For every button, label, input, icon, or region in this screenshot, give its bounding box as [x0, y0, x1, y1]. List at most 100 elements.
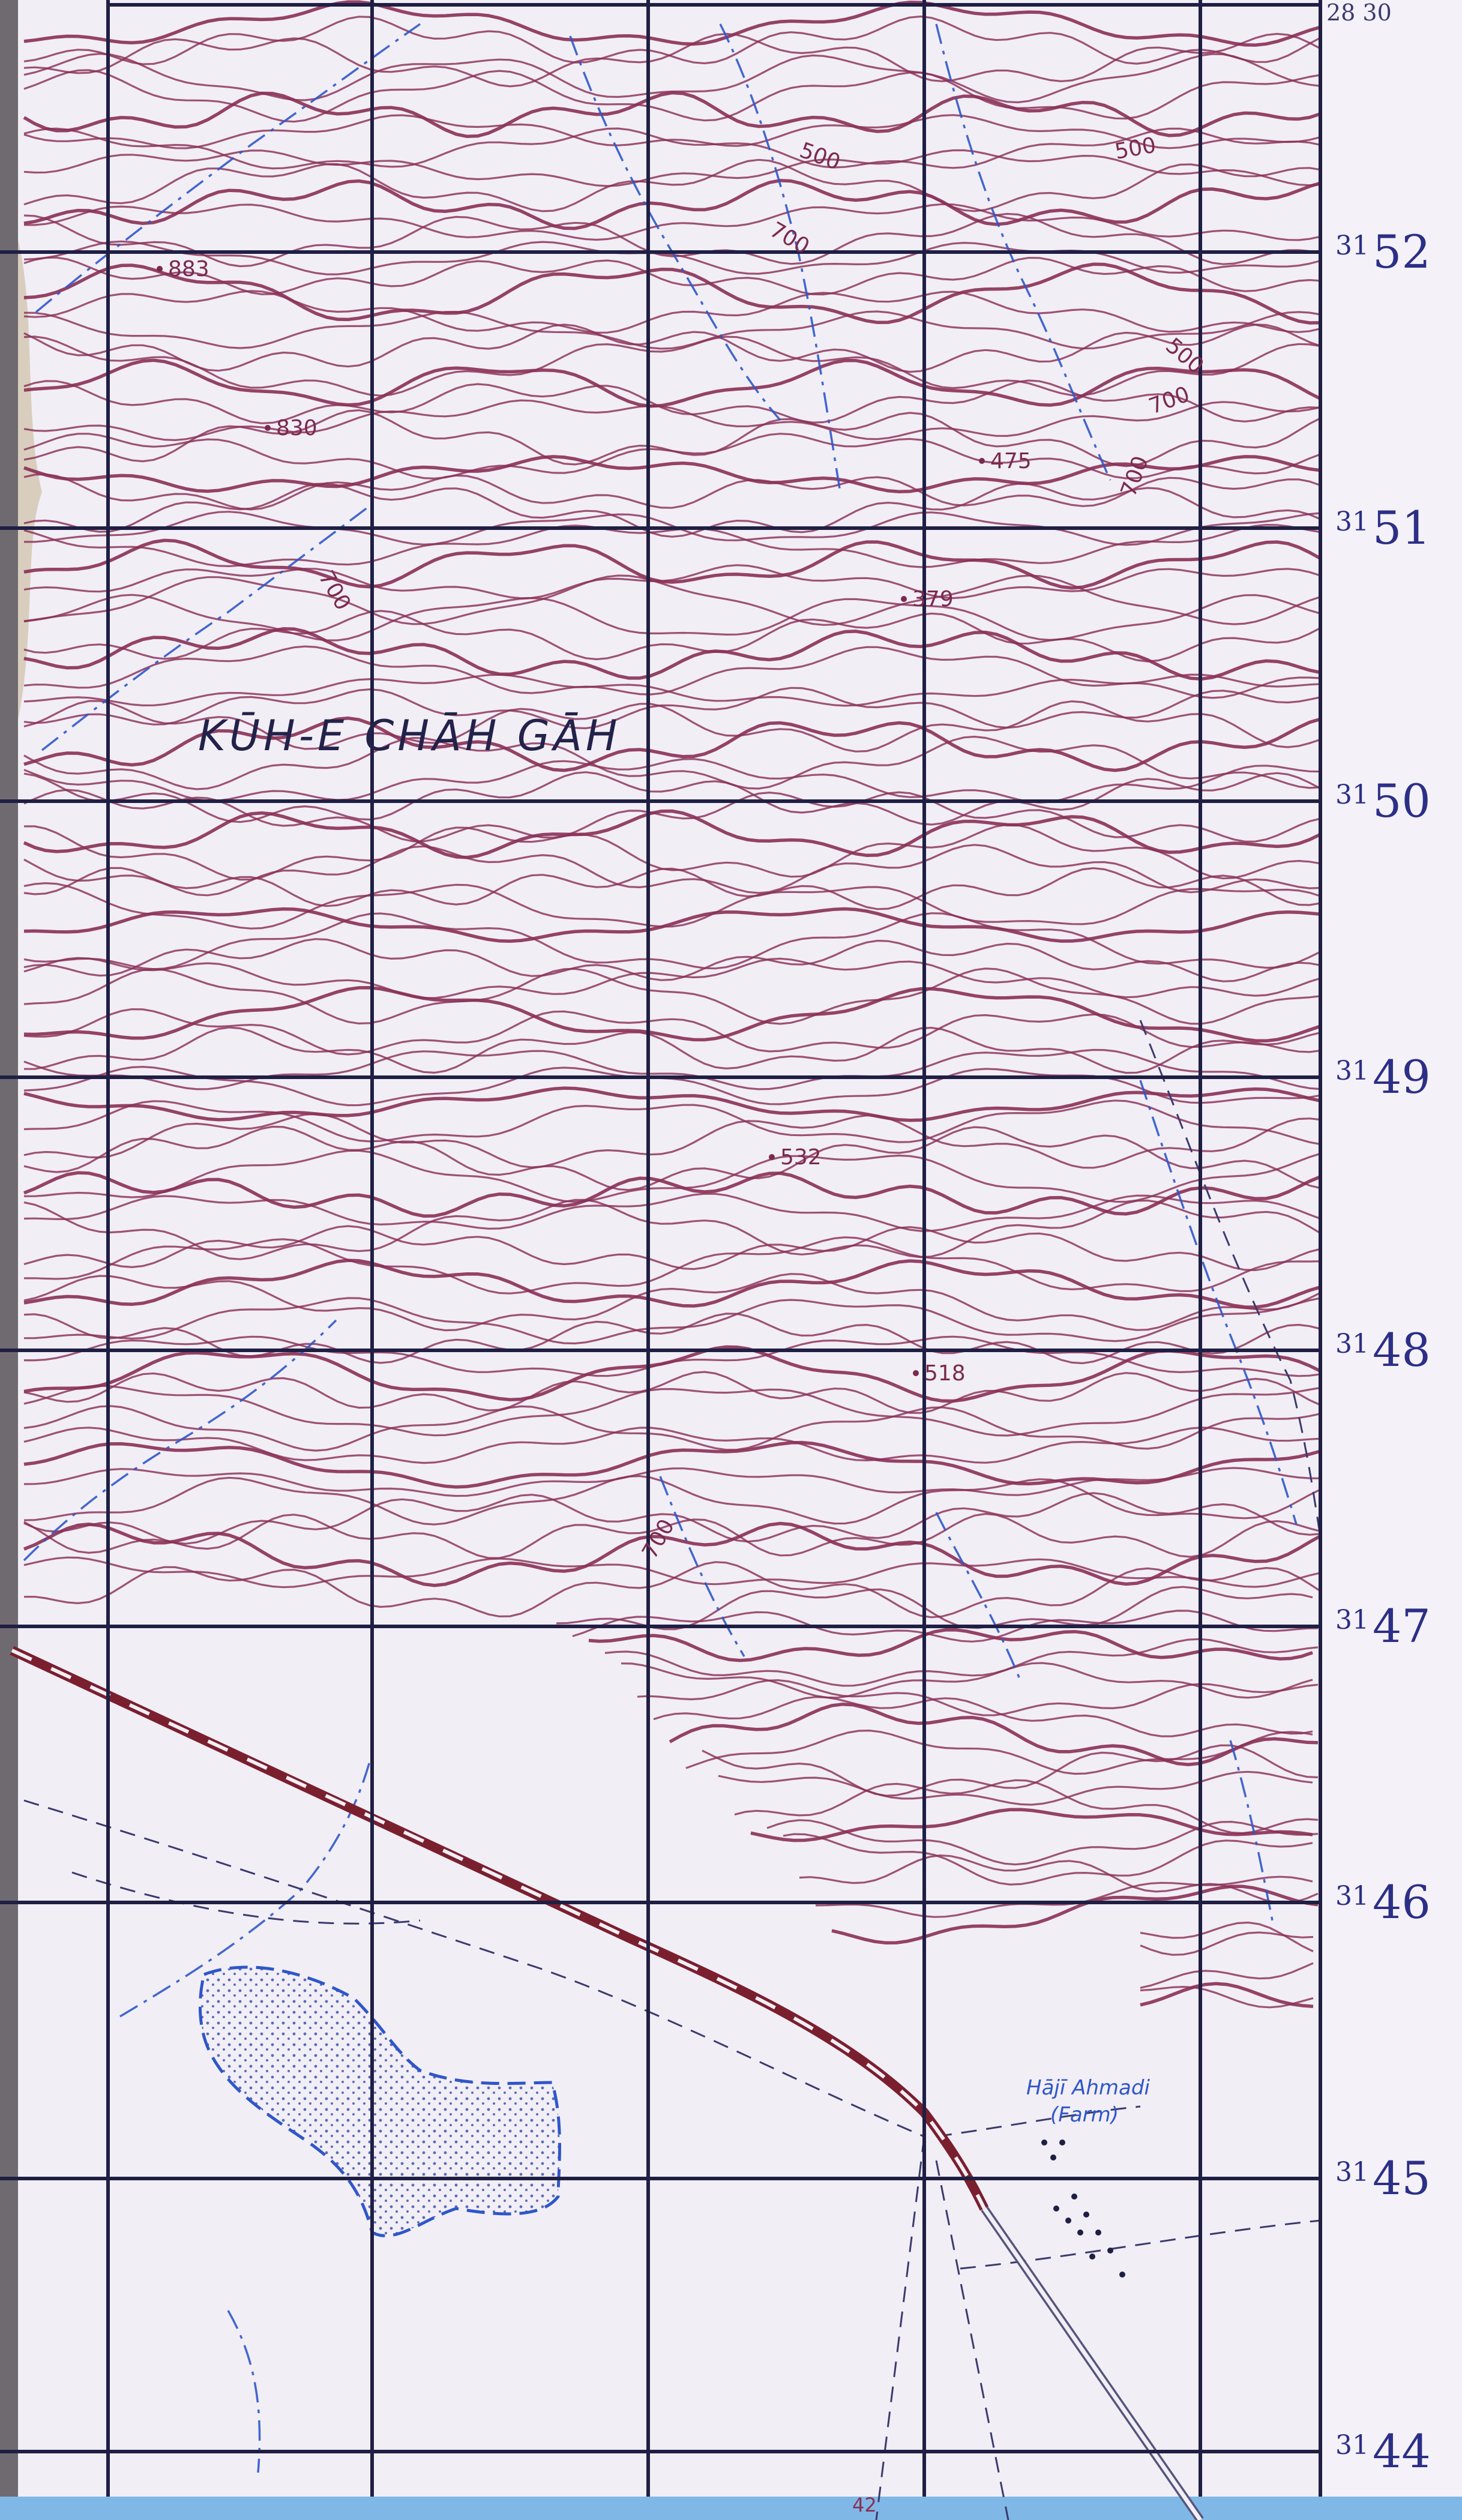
- spot-height-label: 532: [780, 1145, 822, 1170]
- stream-line: [1229, 1740, 1274, 1921]
- northing-label: 3151: [1335, 501, 1431, 555]
- farm-building-dot: [1119, 2272, 1125, 2278]
- cart-track-east: [936, 2105, 1141, 2138]
- main-road-casing: [11, 1649, 986, 2210]
- map-right-margin: [1320, 0, 1462, 2520]
- contour-line: [23, 1492, 1321, 1545]
- farm-building-dot: [1083, 2212, 1089, 2218]
- contour-line: [24, 823, 1321, 881]
- contour-line: [718, 1770, 1313, 1806]
- stream-line: [35, 23, 421, 313]
- contour-line: [23, 158, 1321, 212]
- northing-label: 3150: [1335, 774, 1431, 828]
- cart-track-southeast: [960, 2219, 1321, 2270]
- contour-line: [23, 912, 1321, 970]
- contour-line: [1140, 1962, 1314, 1989]
- contour-line: [23, 735, 1321, 790]
- sand-area: [198, 1965, 561, 2237]
- contour-line: [23, 594, 1321, 642]
- northing-label: 3148: [1335, 1323, 1431, 1377]
- spot-height-marker: [901, 596, 907, 602]
- contour-line: [23, 262, 1321, 325]
- farm-building-dot: [1089, 2254, 1095, 2260]
- contour-line: [23, 1475, 1321, 1526]
- contour-line: [23, 1236, 1321, 1295]
- contour-line: [23, 967, 1321, 1025]
- contour-line: [23, 907, 1321, 943]
- contour-line: [588, 1628, 1313, 1662]
- contour-line: [815, 1875, 1313, 1918]
- contour-line: [23, 1273, 1321, 1332]
- place-name-label: KŪH-E CHĀH GĀH: [198, 711, 621, 760]
- contour-line: [23, 1171, 1322, 1218]
- contour-line: [23, 1345, 1322, 1403]
- contour-line: [23, 716, 1321, 772]
- contour-line: [572, 1610, 1319, 1643]
- farm-building-dot: [1077, 2230, 1083, 2236]
- contour-line: [653, 1696, 1313, 1737]
- cart-track-south-b: [935, 2160, 1009, 2520]
- spot-heights: 883 830 475 379 532 518: [157, 257, 1032, 1386]
- contour-line: [23, 1099, 1321, 1146]
- contour-line: [23, 1385, 1321, 1437]
- farm-building-dot: [1059, 2140, 1065, 2146]
- contour-line: [23, 867, 1321, 910]
- contour-line: [23, 69, 1321, 123]
- sheet-left-edge: [0, 0, 18, 2520]
- farm-building-dot: [1053, 2206, 1059, 2212]
- contour-line: [23, 290, 1321, 334]
- spot-height-label: 379: [912, 587, 954, 612]
- contour-line: [23, 938, 1321, 982]
- cart-track-west: [71, 1871, 421, 1925]
- contour-line: [23, 1192, 1321, 1232]
- northing-labels: 3152 3151 3150 3149 3148 3147 3146 3145 3144: [1335, 225, 1431, 2478]
- contour-line: [702, 1744, 1319, 1797]
- contour-line: [831, 1884, 1319, 1945]
- contour-line: [621, 1662, 1313, 1699]
- cart-track: [23, 1799, 925, 2138]
- contour-line: [23, 1427, 1321, 1464]
- contour-line: [23, 1125, 1321, 1191]
- contour-line: [637, 1679, 1319, 1716]
- contour-line: [23, 1008, 1321, 1056]
- contour-line: [23, 687, 1321, 730]
- farm-name-label: Hājī Ahmadi: [1026, 2076, 1150, 2100]
- farm-building-dot: [1107, 2248, 1113, 2254]
- paper-stain: [18, 240, 42, 720]
- spot-height-marker: [157, 266, 163, 272]
- contour-line: [23, 15, 1321, 65]
- contour-line: [766, 1819, 1319, 1866]
- contour-line: [23, 1521, 1322, 1587]
- contour-line: [23, 323, 1321, 373]
- contour-line: [23, 1086, 1321, 1122]
- farm-type-label: (Farm): [1050, 2103, 1119, 2127]
- secondary-road-fill: [982, 2207, 1202, 2520]
- spot-height-label: 830: [276, 416, 317, 441]
- stream-line: [659, 1476, 745, 1657]
- contour-line: [23, 1113, 1321, 1169]
- contour-line: [23, 256, 1321, 296]
- contour-line: [23, 240, 1321, 275]
- spot-height-marker: [979, 458, 985, 464]
- contour-line: [1140, 1985, 1314, 2009]
- bottom-margin-label: 42: [852, 2494, 877, 2516]
- stream-line: [41, 503, 373, 751]
- contour-line: [23, 1297, 1321, 1345]
- photo-background-strip: [0, 2497, 1462, 2520]
- spot-height-label: 475: [990, 449, 1032, 474]
- contour-line: [23, 538, 1322, 590]
- contour-line: [23, 1048, 1321, 1090]
- contour-line: [734, 1779, 1319, 1835]
- contour-line: [23, 114, 1321, 149]
- contour-line: [23, 212, 1321, 268]
- northing-label: 3145: [1335, 2152, 1431, 2205]
- contour-line: [23, 844, 1321, 897]
- spot-height-marker: [265, 425, 271, 431]
- contour-line: [23, 127, 1321, 170]
- northing-label: 3144: [1335, 2425, 1431, 2478]
- contour-line: [23, 379, 1321, 424]
- farm-building-dot: [1041, 2140, 1047, 2146]
- cart-track-south-a: [875, 2136, 925, 2520]
- farm-buildings: [1041, 2140, 1125, 2278]
